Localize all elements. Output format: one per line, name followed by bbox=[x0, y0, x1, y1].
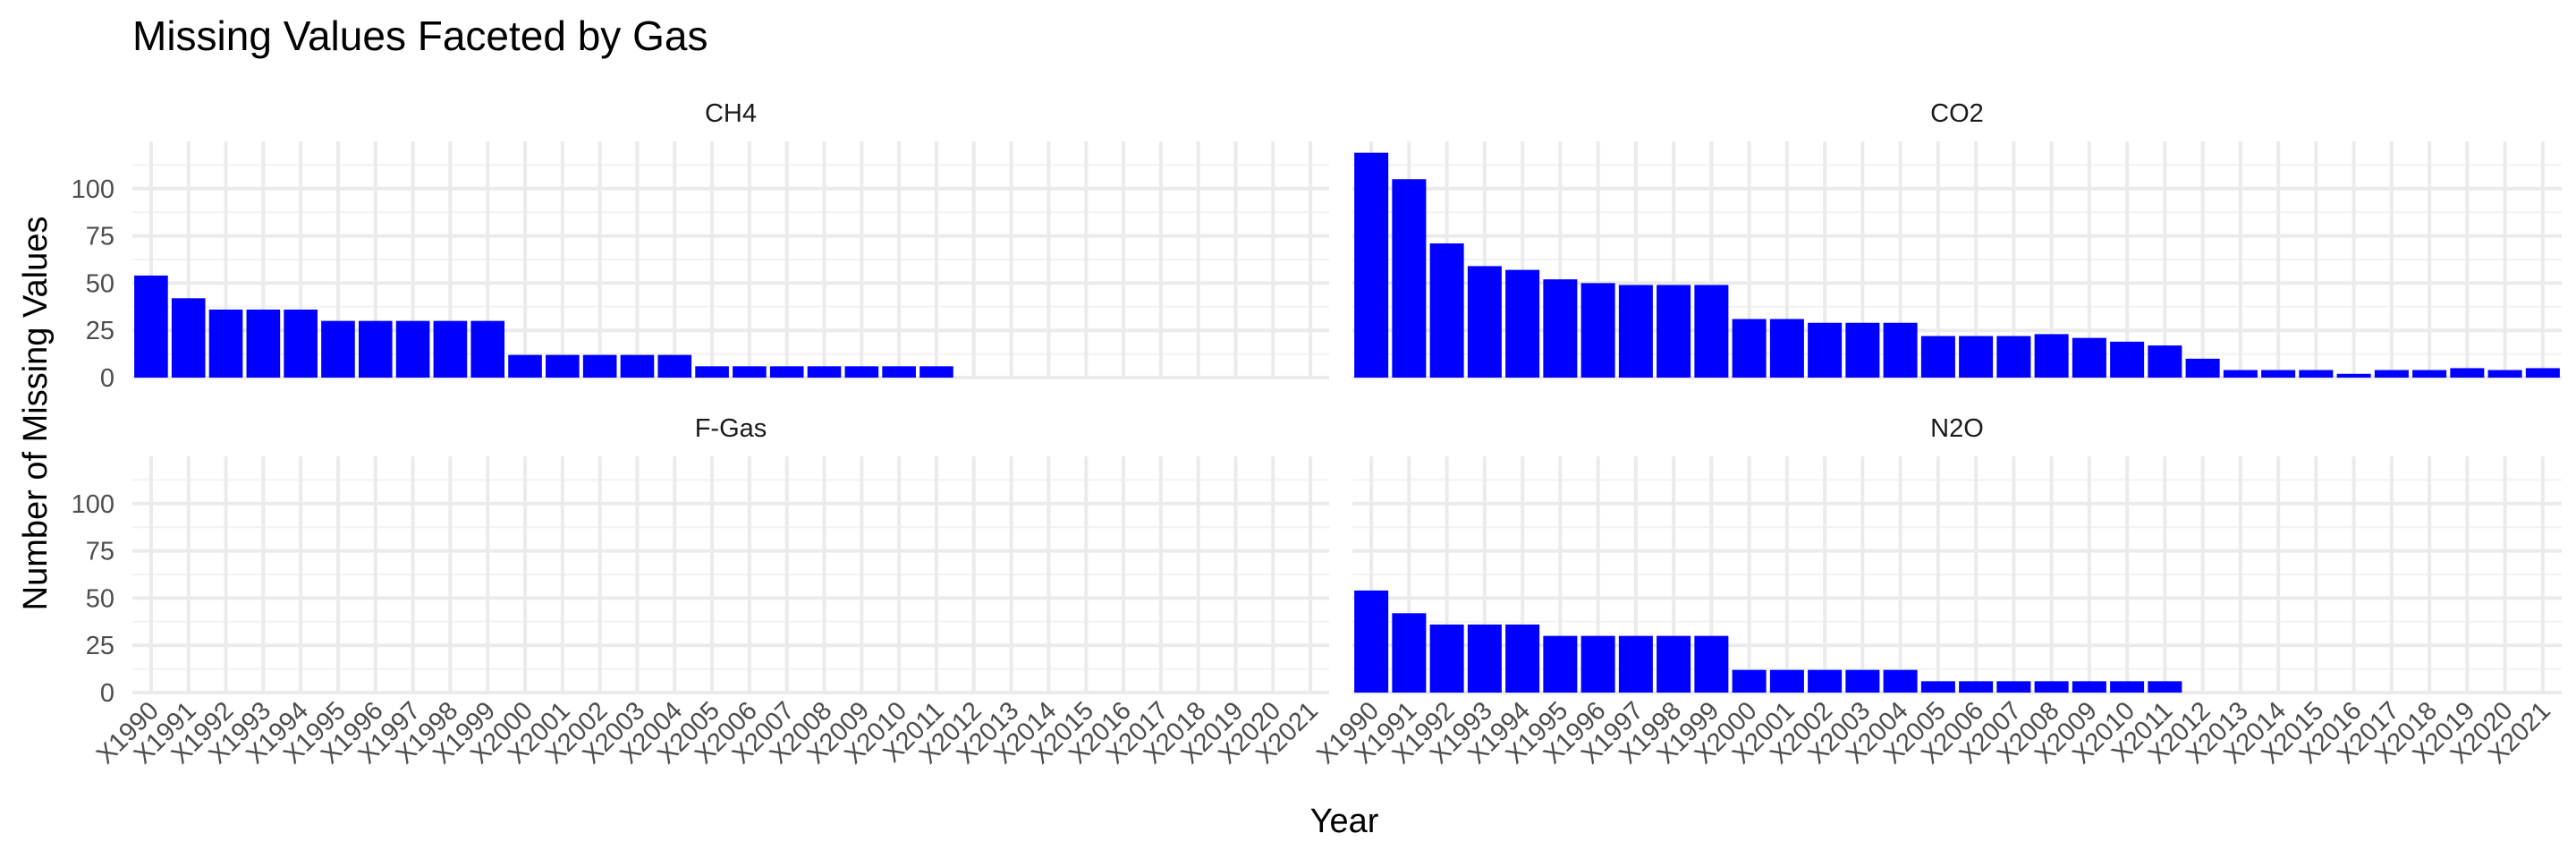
bar bbox=[470, 320, 505, 378]
bar bbox=[1354, 152, 1389, 378]
facet-label: CO2 bbox=[1930, 99, 1984, 128]
bar bbox=[1467, 624, 1502, 693]
bar bbox=[2110, 341, 2145, 378]
bar bbox=[1580, 283, 1615, 378]
y-tick-label: 75 bbox=[86, 223, 114, 251]
bar bbox=[844, 366, 879, 378]
bar bbox=[769, 366, 804, 378]
bar bbox=[1429, 243, 1464, 378]
bar bbox=[546, 354, 580, 378]
bar bbox=[733, 366, 767, 378]
bar bbox=[1732, 669, 1767, 693]
bar bbox=[1996, 681, 2031, 693]
bar bbox=[1694, 285, 1729, 378]
bar bbox=[2148, 345, 2182, 378]
bar bbox=[1808, 322, 1843, 378]
bar bbox=[620, 354, 655, 378]
bar bbox=[657, 354, 692, 378]
x-axis-title: Year bbox=[1310, 803, 1379, 840]
bar bbox=[358, 320, 393, 378]
bar bbox=[1959, 681, 1994, 693]
bar bbox=[1845, 669, 1880, 693]
bar bbox=[1392, 613, 1427, 693]
bar bbox=[1769, 669, 1804, 693]
facet-panels: CH40255075100CO2F-Gas0255075100X1990X199… bbox=[72, 99, 2562, 770]
bar bbox=[2110, 681, 2145, 693]
bar bbox=[1618, 285, 1653, 378]
bar bbox=[1996, 336, 2031, 378]
bar bbox=[2223, 370, 2258, 378]
facet-label: CH4 bbox=[705, 99, 757, 128]
bar bbox=[1883, 669, 1918, 693]
bar bbox=[2072, 681, 2106, 693]
facet-panel: CH4 0 25 50 75 100 bbox=[72, 99, 1329, 393]
bar bbox=[2450, 368, 2485, 378]
bar bbox=[1657, 285, 1691, 378]
bar bbox=[1580, 635, 1615, 693]
bar bbox=[1505, 624, 1540, 693]
y-tick-label: 25 bbox=[86, 632, 114, 660]
bar bbox=[1845, 322, 1880, 378]
bar bbox=[2412, 370, 2447, 378]
bar bbox=[208, 309, 243, 378]
bar bbox=[582, 354, 617, 378]
bar bbox=[2374, 370, 2409, 378]
bar bbox=[508, 354, 542, 378]
y-tick-label: 0 bbox=[100, 679, 114, 708]
bar bbox=[2034, 334, 2069, 378]
bar bbox=[695, 366, 729, 378]
y-tick-label: 100 bbox=[72, 175, 114, 204]
y-axis-title: Number of Missing Values bbox=[17, 217, 55, 611]
bar bbox=[1543, 635, 1578, 693]
facet-panel: N2OX1990X1991X1992X1993X1994X1995X1996X1… bbox=[1311, 414, 2562, 770]
bar bbox=[171, 298, 206, 378]
bar bbox=[1467, 266, 1502, 378]
bar bbox=[2299, 370, 2334, 378]
y-tick-label: 50 bbox=[86, 584, 114, 613]
facet-panel: F-Gas0255075100X1990X1991X1992X1993X1994… bbox=[72, 414, 1329, 770]
bar bbox=[1732, 319, 1767, 378]
bar bbox=[321, 320, 355, 378]
bar bbox=[1505, 269, 1540, 378]
bar bbox=[2034, 681, 2069, 693]
bar bbox=[1920, 681, 1955, 693]
bar bbox=[2185, 358, 2220, 378]
bar bbox=[1769, 319, 1804, 378]
bar bbox=[1808, 669, 1843, 693]
bar bbox=[1618, 635, 1653, 693]
bar bbox=[1354, 590, 1389, 693]
bar bbox=[1920, 336, 1955, 378]
facet-label: F-Gas bbox=[695, 414, 767, 443]
bar bbox=[433, 320, 468, 378]
bar bbox=[395, 320, 430, 378]
bar bbox=[919, 366, 953, 378]
bar bbox=[1657, 635, 1691, 693]
bar bbox=[2148, 681, 2182, 693]
bar bbox=[1959, 336, 1994, 378]
bar bbox=[2525, 368, 2560, 378]
bar bbox=[1694, 635, 1729, 693]
y-tick-label: 75 bbox=[86, 538, 114, 566]
bar bbox=[1543, 279, 1578, 378]
bar bbox=[807, 366, 842, 378]
bar bbox=[1883, 322, 1918, 378]
bar bbox=[134, 275, 168, 378]
y-tick-label: 0 bbox=[100, 364, 114, 393]
bar bbox=[2336, 373, 2371, 378]
facet-label: N2O bbox=[1930, 414, 1984, 443]
y-tick-label: 50 bbox=[86, 269, 114, 298]
y-tick-label: 100 bbox=[72, 490, 114, 519]
bar bbox=[2261, 370, 2296, 378]
bar bbox=[284, 309, 318, 378]
bar bbox=[246, 309, 281, 378]
bar bbox=[2487, 370, 2522, 378]
facet-panel: CO2 bbox=[1352, 99, 2562, 379]
bar bbox=[2072, 337, 2106, 378]
chart-title: Missing Values Faceted by Gas bbox=[132, 13, 708, 59]
bar bbox=[1392, 179, 1427, 378]
y-tick-label: 25 bbox=[86, 317, 114, 345]
bar bbox=[1429, 624, 1464, 693]
bar bbox=[882, 366, 916, 378]
